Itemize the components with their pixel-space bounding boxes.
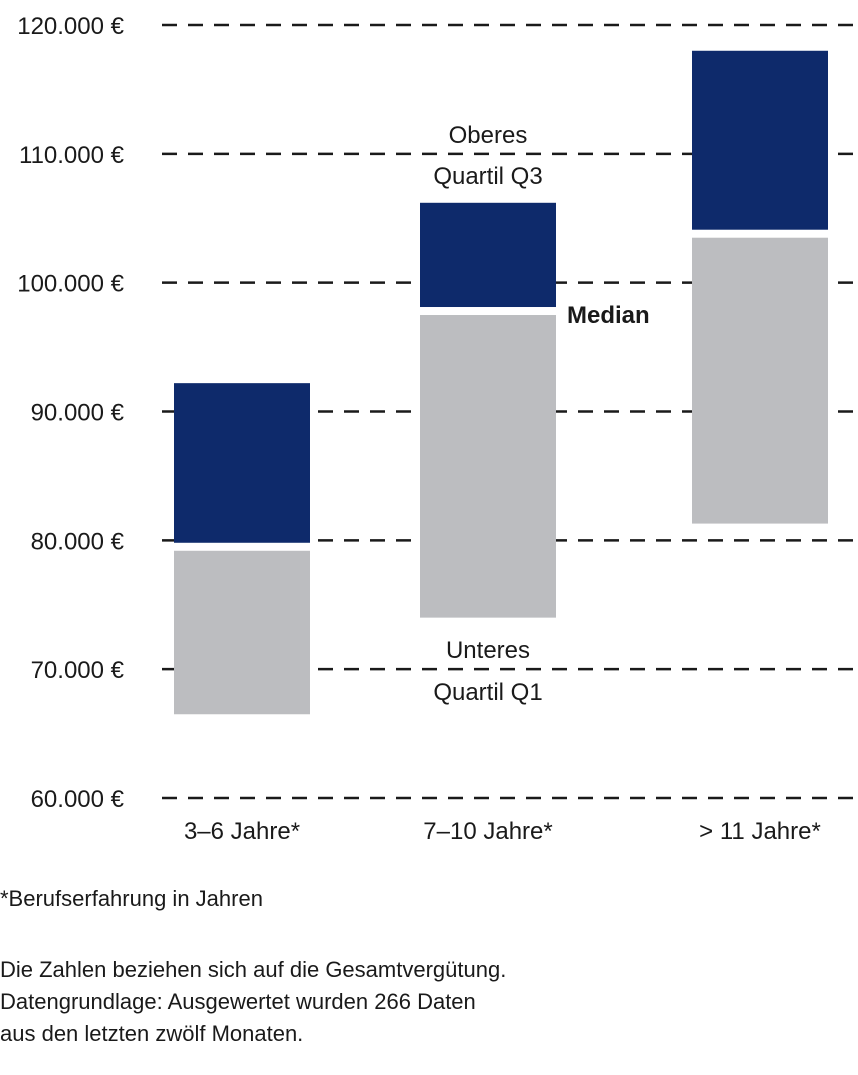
lower-quartile-label-line1: Unteres: [446, 637, 530, 664]
upper-quartile-label-line2: Quartil Q3: [433, 163, 542, 190]
y-tick-label: 90.000 €: [31, 400, 125, 427]
y-axis-ticks: 60.000 € 70.000 € 80.000 € 90.000 € 100.000 …: [17, 13, 124, 813]
data-note: Die Zahlen beziehen sich auf die Gesamtv…: [0, 954, 506, 1050]
x-category-label: > 11 Jahre*: [699, 818, 821, 845]
x-category-label: 3–6 Jahre*: [184, 818, 300, 845]
bar-lower-quartile: [420, 315, 556, 618]
y-tick-label: 80.000 €: [31, 528, 125, 555]
data-note-line: aus den letzten zwölf Monaten.: [0, 1021, 304, 1046]
data-note-line: Die Zahlen beziehen sich auf die Gesamtv…: [0, 957, 507, 982]
bar-lower-quartile: [174, 550, 310, 715]
y-tick-label: 120.000 €: [17, 13, 124, 40]
salary-chart: 60.000 € 70.000 € 80.000 € 90.000 € 100.000 …: [17, 13, 858, 845]
bar-upper-quartile: [692, 50, 828, 230]
data-note-line: Datengrundlage: Ausgewertet wurden 266 D…: [0, 989, 476, 1014]
bar-upper-quartile: [174, 383, 310, 543]
y-tick-label: 110.000 €: [19, 142, 125, 169]
annotations: Oberes Quartil Q3 Median Unteres Quartil…: [433, 122, 670, 706]
x-axis-categories: 3–6 Jahre* 7–10 Jahre* > 11 Jahre*: [184, 818, 821, 845]
footnote: *Berufserfahrung in Jahren: [0, 886, 263, 911]
bar-lower-quartile: [692, 237, 828, 524]
y-tick-label: 100.000 €: [17, 271, 124, 298]
upper-quartile-label-line1: Oberes: [449, 122, 528, 149]
bars: [174, 50, 828, 715]
bar-upper-quartile: [420, 202, 556, 308]
lower-quartile-label-line2: Quartil Q1: [433, 679, 542, 706]
x-category-label: 7–10 Jahre*: [423, 818, 552, 845]
y-tick-label: 70.000 €: [31, 657, 125, 684]
y-tick-label: 60.000 €: [31, 786, 125, 813]
median-label-background: [560, 296, 670, 332]
median-label: Median: [567, 302, 650, 329]
